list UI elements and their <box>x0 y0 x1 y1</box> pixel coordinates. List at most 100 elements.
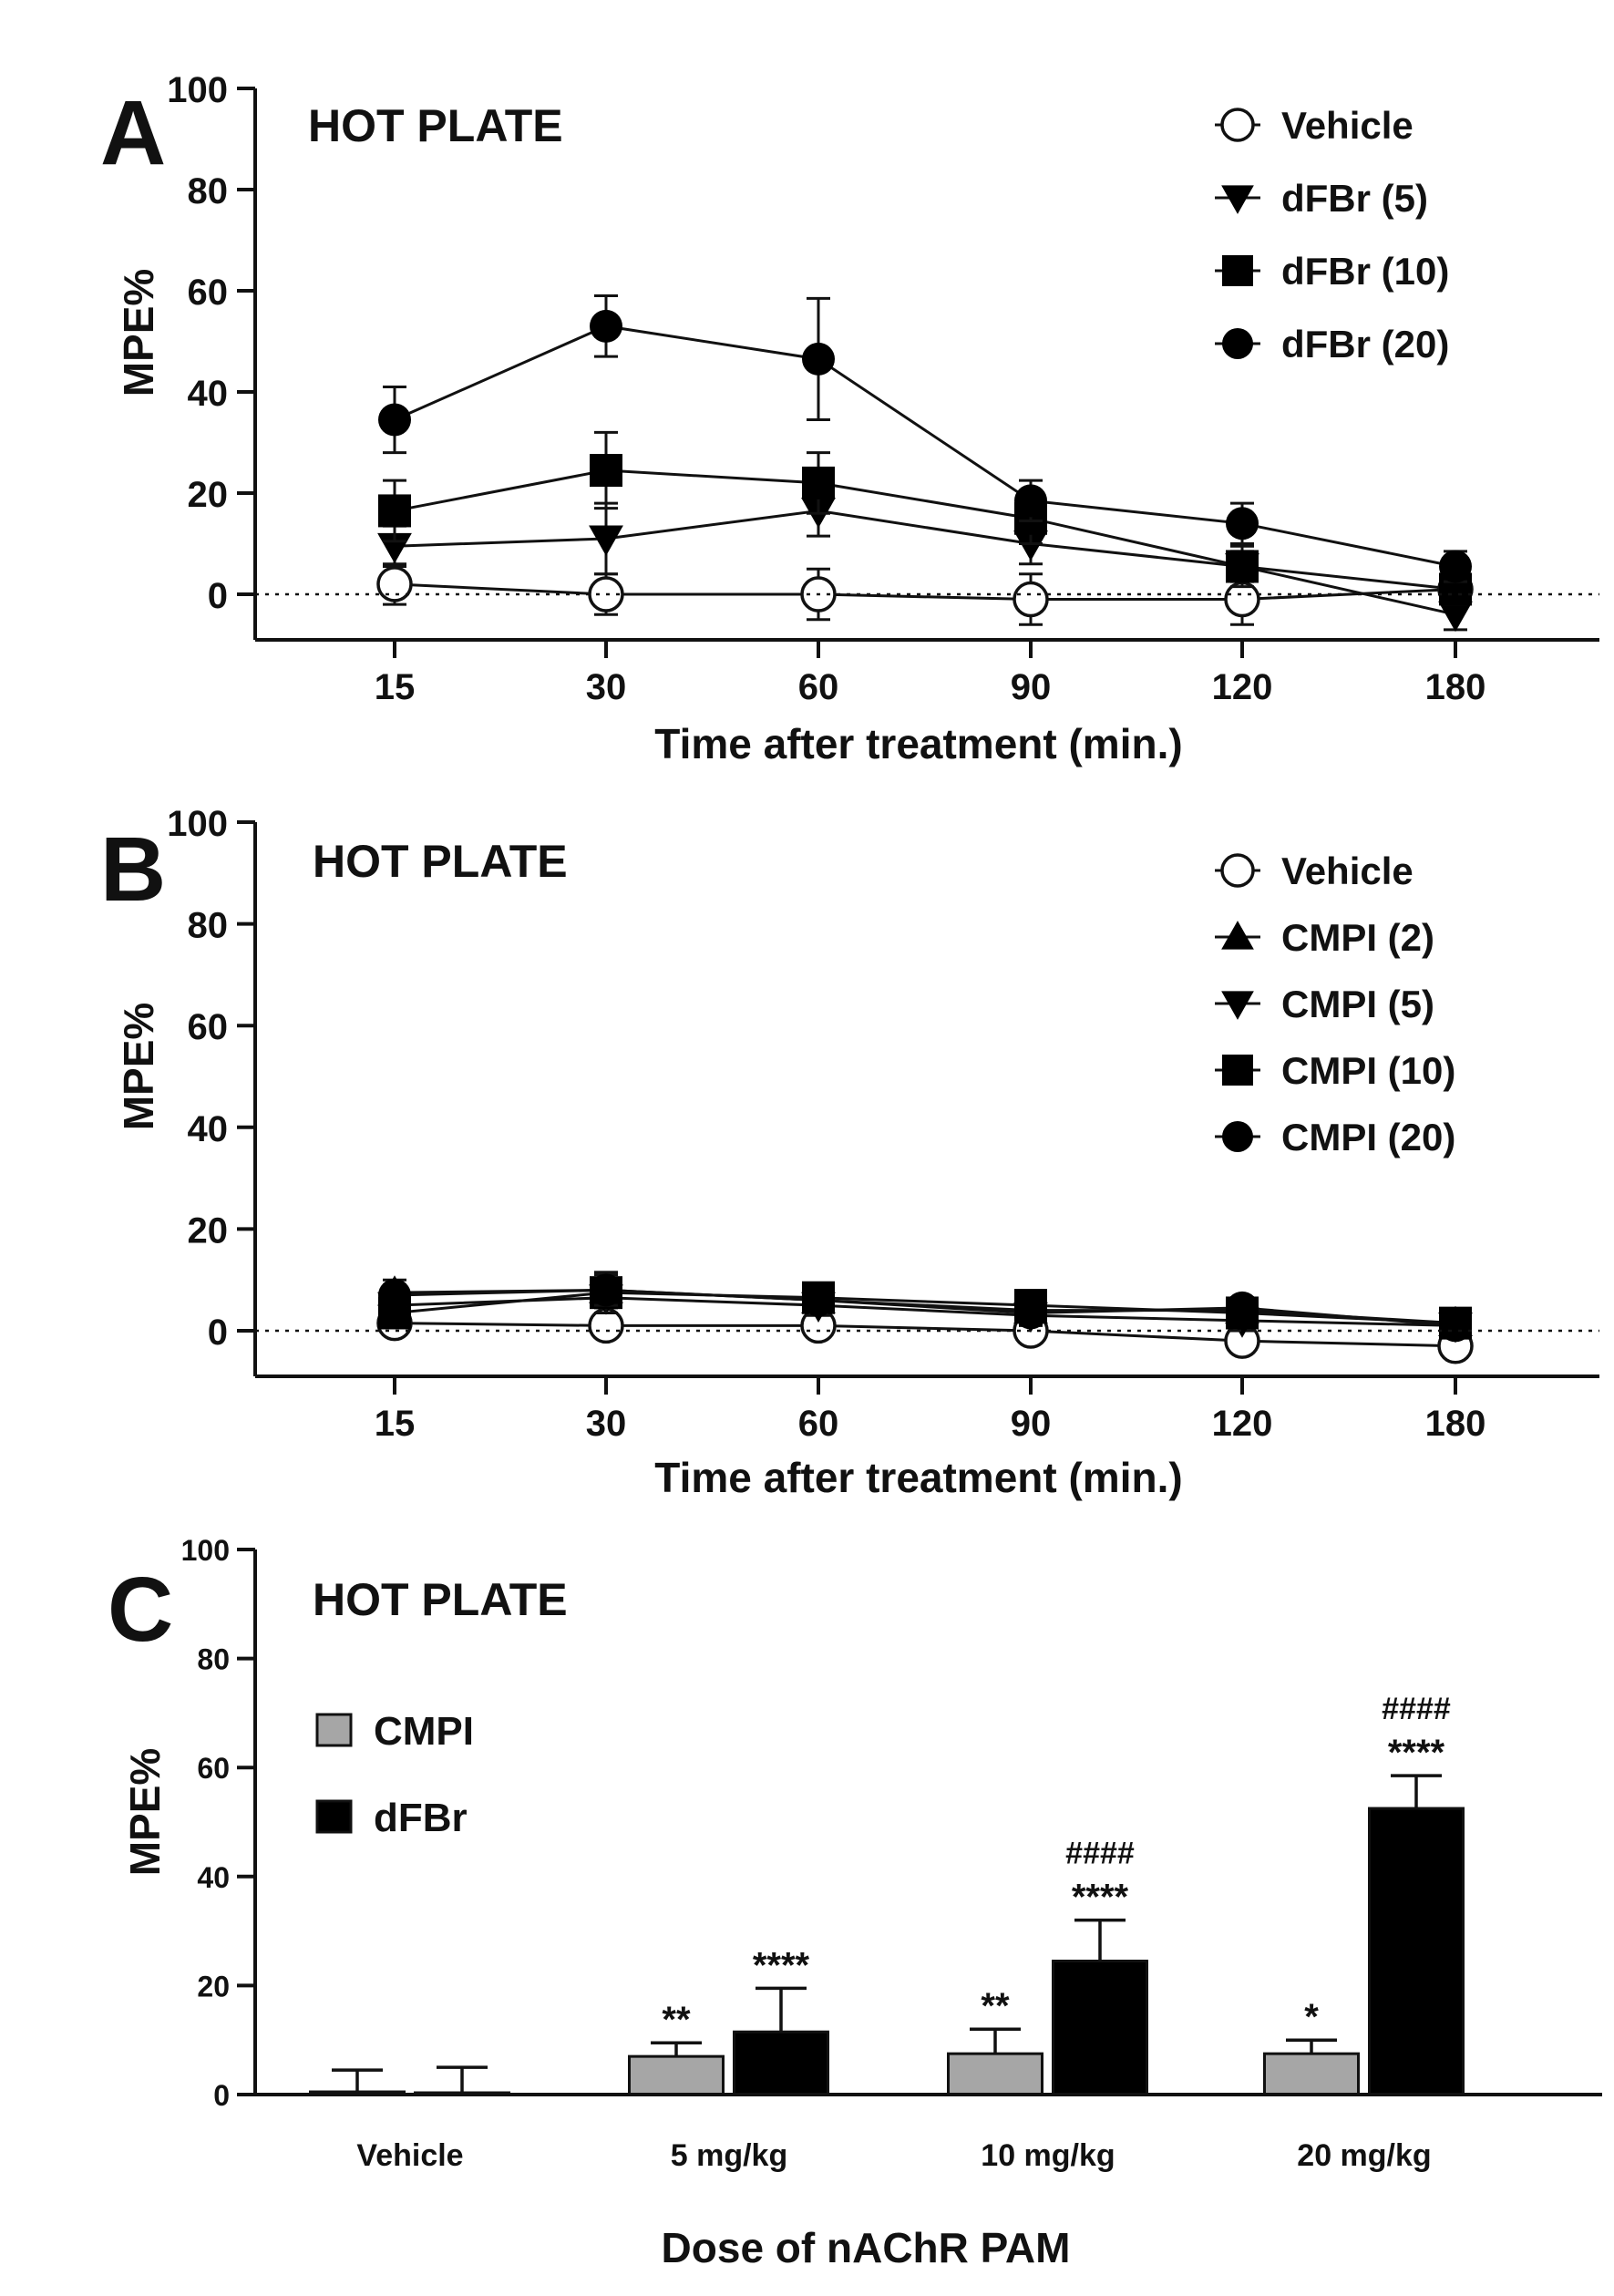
panel-a-x-tick-label: 15 <box>375 667 416 707</box>
panel-c-hash-label: #### <box>1065 1837 1135 1871</box>
panel-a-data-point <box>1226 507 1259 541</box>
panel-a-x-tick-label: 180 <box>1425 667 1486 707</box>
panel-c-ylabel: MPE% <box>121 1748 169 1877</box>
panel-b-legend-label: Vehicle <box>1281 849 1414 892</box>
panel-a-y-tick-label: 100 <box>167 70 228 110</box>
panel-c-title: HOT PLATE <box>313 1574 568 1625</box>
panel-b-letter: B <box>100 819 166 921</box>
panel-b-xlabel: Time after treatment (min.) <box>654 1454 1182 1501</box>
panel-a-y-tick-label: 0 <box>208 576 228 616</box>
panel-c-significance-label: ** <box>662 2000 691 2040</box>
panel-b-legend-marker <box>1220 853 1255 888</box>
panel-a-series-line <box>394 324 1456 568</box>
panel-a-series <box>378 294 1472 583</box>
panel-b-data-point <box>802 1283 835 1317</box>
panel-a-y-tick-label: 20 <box>188 475 229 515</box>
panel-a-y-tick-label: 60 <box>188 273 229 313</box>
panel-c-error-bar <box>1286 2038 1337 2054</box>
panel-a-series-line <box>394 509 1456 616</box>
panel-c-y-tick-label: 100 <box>181 1534 230 1567</box>
panel-b-y-tick-label: 0 <box>208 1313 228 1353</box>
panel-b-legend-label: CMPI (2) <box>1281 916 1434 959</box>
panel-b-series-line <box>394 1288 1456 1327</box>
panel-b-x-tick-label: 15 <box>375 1404 416 1444</box>
panel-a-data-point <box>1439 550 1472 583</box>
panel-a-data-point <box>378 403 411 437</box>
panel-c-y-tick-label: 80 <box>197 1643 230 1676</box>
panel-c-bar <box>947 2052 1043 2096</box>
panel-a-x-tick-label: 30 <box>586 667 627 707</box>
panel-a-series <box>377 484 1473 633</box>
panel-a-data-point <box>590 454 622 488</box>
panel-c-y-tick-label: 0 <box>213 2079 230 2112</box>
panel-c-significance-label: * <box>1304 1997 1319 2037</box>
panel-c-y-tick-label: 40 <box>197 1861 230 1894</box>
panel-c-series: ** ** * <box>309 1986 1360 2096</box>
panel-a-data-point <box>802 466 835 499</box>
panel-b-plot-area <box>376 1271 1474 1364</box>
panel-b-x-tick-label: 60 <box>798 1404 839 1444</box>
panel-b-x-tick-label: 180 <box>1425 1404 1486 1444</box>
panel-c-legend-swatch <box>315 1799 353 1834</box>
panel-b-data-point <box>1226 1291 1259 1324</box>
panel-a-data-point <box>376 566 413 602</box>
panel-a-data-point <box>589 525 623 556</box>
panel-b-legend-marker <box>1222 1055 1253 1086</box>
panel-b-legend-label: CMPI (20) <box>1281 1116 1455 1158</box>
panel-b-ylabel: MPE% <box>115 1003 162 1131</box>
panel-c-series: ********####****#### <box>414 1692 1465 2096</box>
panel-b-x-tick-label: 120 <box>1212 1404 1273 1444</box>
panel-c-x-tick-label: Vehicle <box>356 2138 463 2173</box>
panel-c-significance-label: **** <box>1072 1878 1129 1918</box>
panel-b-legend-marker <box>1221 921 1254 950</box>
panel-c-error-bar <box>332 2068 383 2093</box>
panel-a-data-point <box>1014 484 1047 518</box>
panel-a-legend-marker <box>1222 328 1253 359</box>
panel-b-legend-label: CMPI (5) <box>1281 983 1434 1025</box>
panel-a-series <box>378 430 1472 606</box>
panel-b-y-tick-label: 80 <box>188 906 229 946</box>
panel-b-legend-label: CMPI (10) <box>1281 1049 1455 1092</box>
panel-a-legend-marker <box>1220 108 1255 142</box>
panel-c-bar <box>1263 2052 1360 2096</box>
panel-b-y-tick-label: 60 <box>188 1007 229 1047</box>
panel-b-title: HOT PLATE <box>313 836 568 887</box>
panel-a-legend-marker <box>1221 185 1254 214</box>
panel-c-x-tick-label: 10 mg/kg <box>981 2138 1115 2173</box>
panel-b-y-tick-label: 40 <box>188 1109 229 1149</box>
panel-b-series-line <box>394 1322 1456 1348</box>
panel-a-x-tick-label: 60 <box>798 667 839 707</box>
panel-c-bar <box>1368 1807 1465 2096</box>
panel-b-data-point <box>1014 1296 1047 1330</box>
panel-a-ylabel: MPE% <box>115 269 162 397</box>
panel-a-data-point <box>1013 530 1048 561</box>
panel-a-letter: A <box>100 82 166 184</box>
panel-b-x-ticks: 15 30 60 90 120 180 <box>375 1376 1486 1444</box>
panel-a-y-ticks: 0 20 40 60 80 100 <box>167 70 255 616</box>
panel-c-y-tick-label: 20 <box>197 1970 230 2003</box>
panel-c-legend-label: CMPI <box>374 1709 474 1754</box>
panel-a-series-line <box>394 582 1456 602</box>
panel-b: B HOT PLATE MPE% Time after treatment (m… <box>100 804 1599 1501</box>
panel-b-data-point <box>590 1273 622 1307</box>
panel-a-x-ticks: 15 30 60 90 120 180 <box>375 640 1486 707</box>
panel-b-y-tick-label: 100 <box>167 804 228 844</box>
panel-a-data-point <box>1438 601 1473 633</box>
panel-a-legend-label: Vehicle <box>1281 104 1414 147</box>
panel-c-error-bar <box>970 2027 1021 2054</box>
panel-a-xlabel: Time after treatment (min.) <box>654 720 1182 767</box>
panel-a-plot-area <box>376 294 1474 633</box>
panel-c-error-bar <box>651 2041 702 2057</box>
panel-a-y-tick-label: 80 <box>188 171 229 211</box>
panel-b-y-tick-label: 20 <box>188 1210 229 1251</box>
panel-b-x-tick-label: 90 <box>1011 1404 1052 1444</box>
panel-b-legend-marker <box>1222 1121 1253 1152</box>
panel-a-data-point <box>1226 550 1259 583</box>
panel-b-series <box>377 1271 1473 1337</box>
panel-b-x-tick-label: 30 <box>586 1404 627 1444</box>
panel-a-data-point <box>590 309 622 343</box>
panel-c-letter: C <box>108 1559 173 1661</box>
panel-b-legend-marker <box>1221 991 1254 1020</box>
panel-c-legend-label: dFBr <box>374 1796 468 1840</box>
panel-a-x-tick-label: 90 <box>1011 667 1052 707</box>
